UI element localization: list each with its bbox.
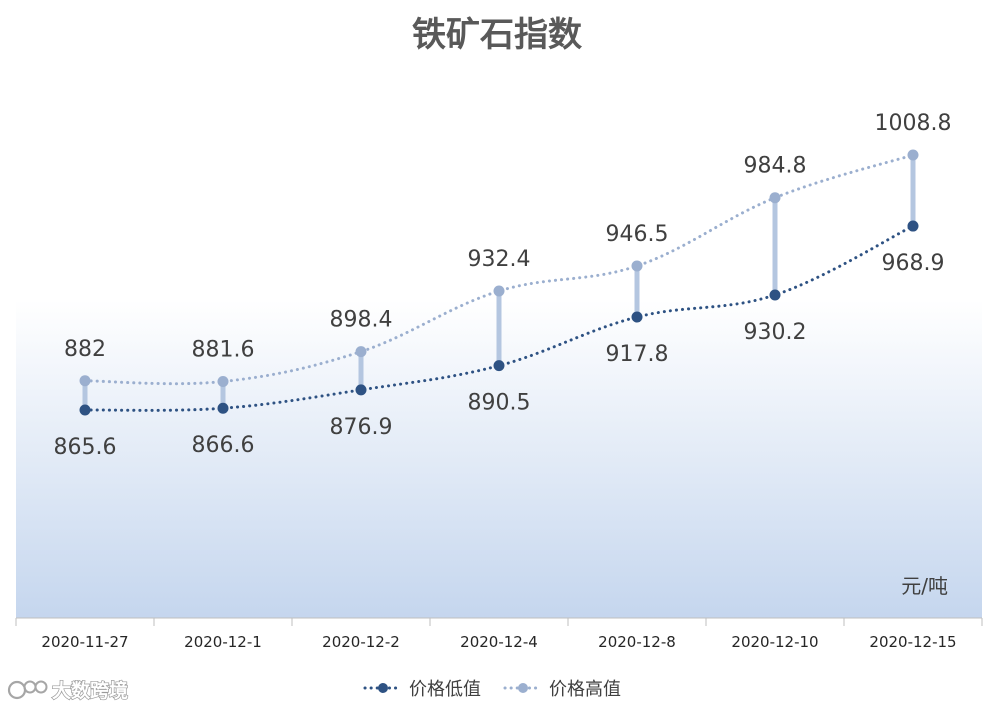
data-label-low: 865.6 [54, 435, 117, 460]
data-label-low: 917.8 [606, 342, 669, 367]
data-label-high: 946.5 [606, 222, 669, 247]
marker-high [493, 285, 505, 297]
x-tick-label: 2020-12-10 [731, 633, 818, 651]
data-labels: 882 865.6 881.6 866.6 898.4 876.9 932.4 890.5 94… [54, 111, 952, 460]
legend-item: 价格高值 [503, 679, 621, 700]
marker-low [631, 311, 643, 323]
legend-item: 价格低值 [363, 679, 481, 700]
data-label-low: 968.9 [882, 251, 945, 276]
legend-label: 价格低值 [409, 679, 481, 700]
data-label-high: 881.6 [192, 338, 255, 363]
marker-high [217, 376, 229, 388]
x-tick-label: 2020-12-4 [460, 633, 538, 651]
unit-label: 元/吨 [901, 574, 948, 598]
marker-high [907, 149, 919, 161]
data-label-high: 882 [64, 337, 106, 362]
data-label-low: 890.5 [468, 391, 531, 416]
legend-label: 价格高值 [549, 679, 621, 700]
series-markers [79, 149, 919, 416]
legend-marker [518, 683, 528, 693]
marker-low [493, 360, 505, 372]
high-low-lines [82, 155, 916, 410]
x-tick-label: 2020-11-27 [41, 633, 128, 651]
marker-high [769, 192, 781, 204]
chart-title: 铁矿石指数 [412, 15, 582, 55]
x-tick-label: 2020-12-2 [322, 633, 400, 651]
legend: 价格低值 价格高值 [363, 679, 621, 700]
marker-low [79, 404, 91, 416]
marker-high [79, 375, 91, 387]
data-label-high: 932.4 [468, 247, 531, 272]
marker-low [907, 220, 919, 232]
x-tick-label: 2020-12-15 [869, 633, 956, 651]
marker-high [631, 260, 643, 272]
watermark-logo-icon [7, 680, 48, 700]
x-axis: 2020-11-27 2020-12-1 2020-12-2 2020-12-4 202… [15, 618, 983, 651]
marker-low [769, 289, 781, 301]
data-label-low: 866.6 [192, 433, 255, 458]
x-tick-label: 2020-12-1 [184, 633, 262, 651]
data-label-low: 876.9 [330, 415, 393, 440]
legend-marker [378, 683, 388, 693]
watermark: 大数跨境 [7, 678, 129, 703]
marker-low [217, 402, 229, 414]
data-label-high: 984.8 [744, 154, 807, 179]
data-label-high: 898.4 [330, 308, 393, 333]
marker-high [355, 346, 367, 358]
x-tick-label: 2020-12-8 [598, 633, 676, 651]
watermark-text: 大数跨境 [52, 679, 128, 702]
data-label-low: 930.2 [744, 320, 807, 345]
marker-low [355, 384, 367, 396]
data-label-high: 1008.8 [875, 111, 952, 136]
